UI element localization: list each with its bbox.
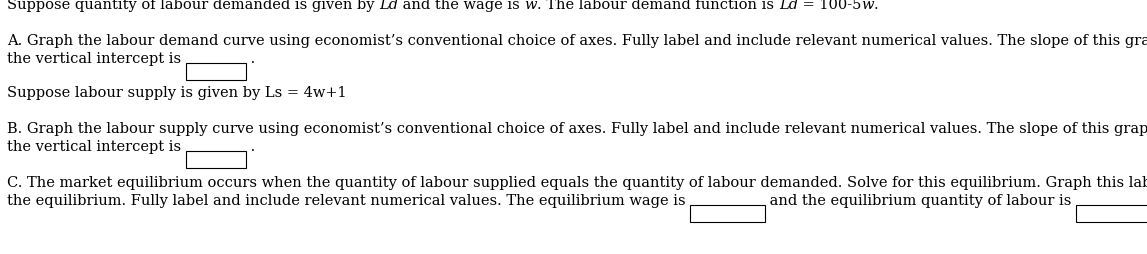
Text: .: . xyxy=(874,0,879,12)
Text: the equilibrium. Fully label and include relevant numerical values. The equilibr: the equilibrium. Fully label and include… xyxy=(7,194,690,208)
Text: and the wage is: and the wage is xyxy=(398,0,524,12)
Text: = 100-5: = 100-5 xyxy=(798,0,861,12)
Text: Ld: Ld xyxy=(779,0,798,12)
Text: .: . xyxy=(245,140,255,154)
Text: w: w xyxy=(524,0,537,12)
Text: the vertical intercept is: the vertical intercept is xyxy=(7,52,186,66)
Text: Suppose labour supply is given by Ls = 4w+1: Suppose labour supply is given by Ls = 4… xyxy=(7,86,346,100)
Text: w: w xyxy=(861,0,874,12)
Bar xyxy=(690,205,765,222)
Text: Suppose quantity of labour demanded is given by: Suppose quantity of labour demanded is g… xyxy=(7,0,380,12)
Bar xyxy=(186,151,245,168)
Text: Ld: Ld xyxy=(380,0,398,12)
Text: . The labour demand function is: . The labour demand function is xyxy=(537,0,779,12)
Text: .: . xyxy=(245,52,255,66)
Text: and the equilibrium quantity of labour is: and the equilibrium quantity of labour i… xyxy=(765,194,1076,208)
Text: the vertical intercept is: the vertical intercept is xyxy=(7,140,186,154)
Text: A. Graph the labour demand curve using economist’s conventional choice of axes. : A. Graph the labour demand curve using e… xyxy=(7,34,1147,48)
Text: B. Graph the labour supply curve using economist’s conventional choice of axes. : B. Graph the labour supply curve using e… xyxy=(7,122,1147,136)
Text: C. The market equilibrium occurs when the quantity of labour supplied equals the: C. The market equilibrium occurs when th… xyxy=(7,176,1147,190)
Bar xyxy=(1076,205,1147,222)
Bar xyxy=(186,63,245,80)
